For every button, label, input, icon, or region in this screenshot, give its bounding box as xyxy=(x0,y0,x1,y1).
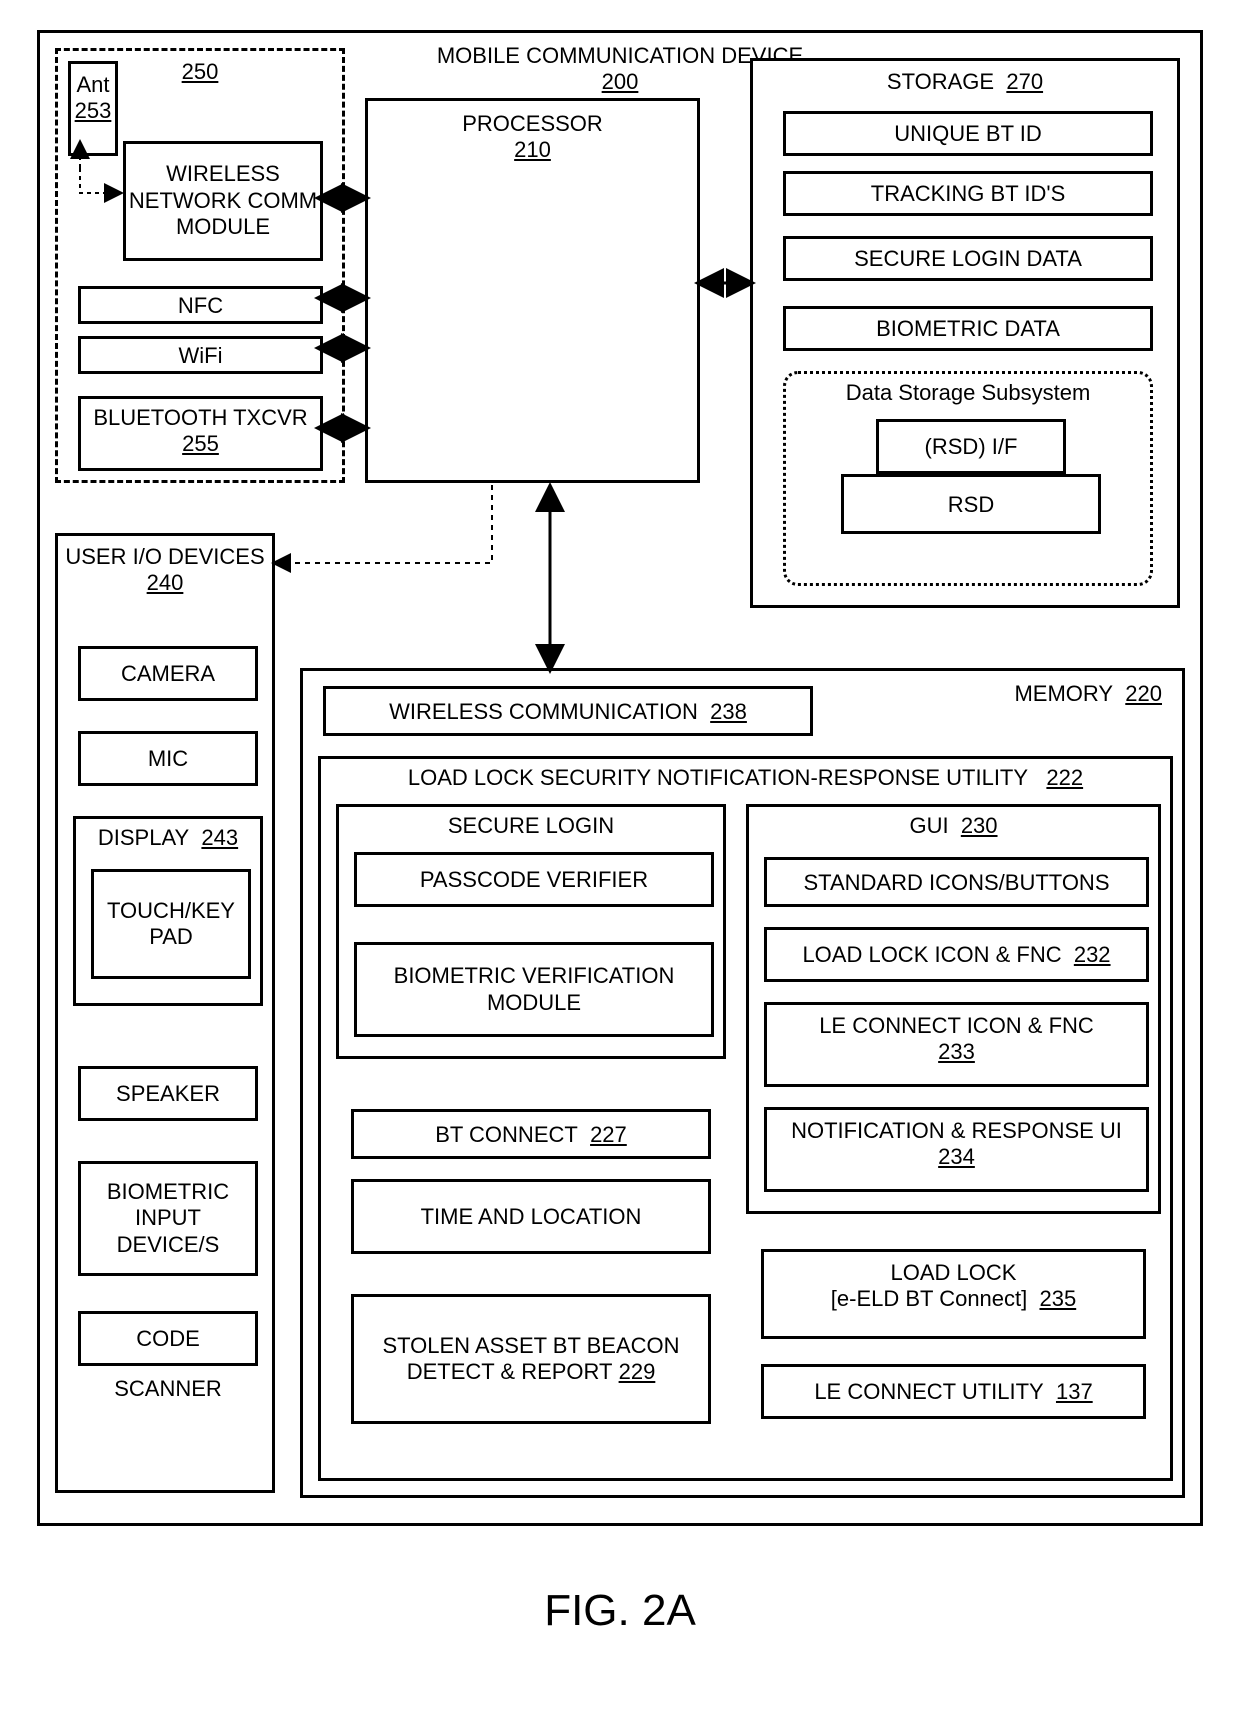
secure-login-data-box: SECURE LOGIN DATA xyxy=(783,236,1153,281)
display-box: DISPLAY 243 TOUCH/KEY PAD xyxy=(73,816,263,1006)
processor-ref: 210 xyxy=(514,137,551,162)
antenna-label: Ant xyxy=(76,72,109,97)
rsd-if-box: (RSD) I/F xyxy=(876,419,1066,474)
user-io-label: USER I/O DEVICES xyxy=(65,544,264,569)
antenna-box: Ant 253 xyxy=(68,61,118,156)
bt-txcvr-box: BLUETOOTH TXCVR 255 xyxy=(78,396,323,471)
wifi-label: WiFi xyxy=(179,343,223,368)
processor-box: PROCESSOR 210 xyxy=(365,98,700,483)
antenna-ref: 253 xyxy=(75,98,112,123)
time-location-box: TIME AND LOCATION xyxy=(351,1179,711,1254)
gui-box: GUI 230 STANDARD ICONS/BUTTONS LOAD LOCK… xyxy=(746,804,1161,1214)
figure-caption: FIG. 2A xyxy=(30,1586,1210,1636)
bt-connect-box: BT CONNECT 227 xyxy=(351,1109,711,1159)
data-storage-subsystem: Data Storage Subsystem (RSD) I/F RSD xyxy=(783,371,1153,586)
le-connect-icon-box: LE CONNECT ICON & FNC 233 xyxy=(764,1002,1149,1087)
bt-txcvr-ref: 255 xyxy=(182,431,219,456)
nfc-label: NFC xyxy=(178,293,223,318)
nfc-box: NFC xyxy=(78,286,323,324)
tracking-bt-ids-box: TRACKING BT ID'S xyxy=(783,171,1153,216)
memory-ref: 220 xyxy=(1125,681,1162,706)
storage-label: STORAGE xyxy=(887,69,994,94)
storage-ref: 270 xyxy=(1006,69,1043,94)
le-connect-utility-box: LE CONNECT UTILITY 137 xyxy=(761,1364,1146,1419)
passcode-verifier-box: PASSCODE VERIFIER xyxy=(354,852,714,907)
bt-txcvr-label: BLUETOOTH TXCVR xyxy=(93,405,307,430)
stolen-asset-box: STOLEN ASSET BT BEACON DETECT & REPORT 2… xyxy=(351,1294,711,1424)
device-title-ref: 200 xyxy=(602,69,639,94)
camera-box: CAMERA xyxy=(78,646,258,701)
user-io-ref: 240 xyxy=(147,570,184,595)
touch-key-pad-box: TOUCH/KEY PAD xyxy=(91,869,251,979)
wireless-ref: 250 xyxy=(182,59,219,84)
unique-bt-id-box: UNIQUE BT ID xyxy=(783,111,1153,156)
code-scanner-box: CODE SCANNER xyxy=(78,1311,258,1366)
biometric-data-box: BIOMETRIC DATA xyxy=(783,306,1153,351)
rsd-box: RSD xyxy=(841,474,1101,534)
user-io-box: USER I/O DEVICES 240 CAMERA MIC DISPLAY … xyxy=(55,533,275,1493)
memory-box: MEMORY 220 WIRELESS COMMUNICATION 238 LO… xyxy=(300,668,1185,1498)
wireless-comm-box: WIRELESS COMMUNICATION 238 xyxy=(323,686,813,736)
secure-login-box: SECURE LOGIN PASSCODE VERIFIER BIOMETRIC… xyxy=(336,804,726,1059)
load-lock-icon-box: LOAD LOCK ICON & FNC 232 xyxy=(764,927,1149,982)
standard-icons-box: STANDARD ICONS/BUTTONS xyxy=(764,857,1149,907)
biometric-verification-box: BIOMETRIC VERIFICATION MODULE xyxy=(354,942,714,1037)
mic-box: MIC xyxy=(78,731,258,786)
load-lock-eld-box: LOAD LOCK [e-ELD BT Connect] 235 xyxy=(761,1249,1146,1339)
speaker-box: SPEAKER xyxy=(78,1066,258,1121)
wifi-box: WiFi xyxy=(78,336,323,374)
wireless-module-box: WIRELESS NETWORK COMM MODULE xyxy=(123,141,323,261)
llsnru-box: LOAD LOCK SECURITY NOTIFICATION-RESPONSE… xyxy=(318,756,1173,1481)
biometric-input-box: BIOMETRIC INPUT DEVICE/S xyxy=(78,1161,258,1276)
notification-response-box: NOTIFICATION & RESPONSE UI 234 xyxy=(764,1107,1149,1192)
memory-label: MEMORY xyxy=(1014,681,1113,706)
wireless-module-label: WIRELESS NETWORK COMM MODULE xyxy=(126,161,320,240)
wireless-block: 250 Ant 253 WIRELESS NETWORK COMM MODULE… xyxy=(55,48,345,483)
storage-box: STORAGE 270 UNIQUE BT ID TRACKING BT ID'… xyxy=(750,58,1180,608)
device-title-label: MOBILE COMMUNICATION DEVICE xyxy=(437,43,803,68)
processor-label: PROCESSOR xyxy=(462,111,603,136)
device-outer-frame: MOBILE COMMUNICATION DEVICE 200 250 Ant … xyxy=(37,30,1203,1526)
